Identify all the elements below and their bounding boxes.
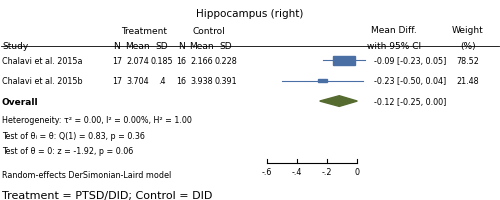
Text: 3.938: 3.938 — [190, 77, 212, 86]
Text: Chalavi et al. 2015b: Chalavi et al. 2015b — [2, 77, 82, 86]
Text: Test of θᵢ = θ: Q(1) = 0.83, p = 0.36: Test of θᵢ = θ: Q(1) = 0.83, p = 0.36 — [2, 131, 145, 140]
Text: Treatment = PTSD/DID; Control = DID: Treatment = PTSD/DID; Control = DID — [2, 190, 212, 200]
Text: Test of θ = 0: z = -1.92, p = 0.06: Test of θ = 0: z = -1.92, p = 0.06 — [2, 146, 133, 155]
Text: 21.48: 21.48 — [456, 77, 479, 86]
Text: Chalavi et al. 2015a: Chalavi et al. 2015a — [2, 57, 82, 66]
Text: .4: .4 — [158, 77, 165, 86]
Text: -.2: -.2 — [322, 167, 332, 176]
Text: 0.228: 0.228 — [215, 57, 238, 66]
Text: 3.704: 3.704 — [126, 77, 149, 86]
Text: 0.391: 0.391 — [215, 77, 238, 86]
Text: N: N — [114, 42, 120, 51]
Text: Study: Study — [2, 42, 28, 51]
Text: -0.12 [-0.25, 0.00]: -0.12 [-0.25, 0.00] — [374, 97, 446, 106]
Text: 0: 0 — [355, 167, 360, 176]
Text: Mean: Mean — [189, 42, 214, 51]
Text: Mean: Mean — [126, 42, 150, 51]
Text: with 95% CI: with 95% CI — [367, 42, 422, 51]
Text: N: N — [178, 42, 185, 51]
Text: Weight: Weight — [452, 26, 484, 35]
Text: Mean Diff.: Mean Diff. — [372, 26, 417, 35]
Text: Overall: Overall — [2, 97, 38, 106]
Text: Control: Control — [192, 27, 225, 36]
Text: 16: 16 — [176, 77, 186, 86]
Text: (%): (%) — [460, 42, 475, 51]
Text: SD: SD — [220, 42, 232, 51]
FancyBboxPatch shape — [318, 80, 327, 83]
Text: 78.52: 78.52 — [456, 57, 479, 66]
Text: Hippocampus (right): Hippocampus (right) — [196, 9, 304, 19]
Text: Treatment: Treatment — [121, 27, 167, 36]
Text: -0.23 [-0.50, 0.04]: -0.23 [-0.50, 0.04] — [374, 77, 446, 86]
Polygon shape — [320, 96, 358, 107]
Text: Random-effects DerSimonian-Laird model: Random-effects DerSimonian-Laird model — [2, 171, 171, 180]
Text: 16: 16 — [176, 57, 186, 66]
Text: Heterogeneity: τ² = 0.00, I² = 0.00%, H² = 1.00: Heterogeneity: τ² = 0.00, I² = 0.00%, H²… — [2, 115, 192, 124]
Text: SD: SD — [155, 42, 168, 51]
Text: 2.166: 2.166 — [190, 57, 212, 66]
Text: -.4: -.4 — [292, 167, 302, 176]
Text: 17: 17 — [112, 77, 122, 86]
Text: 2.074: 2.074 — [126, 57, 149, 66]
Text: 0.185: 0.185 — [150, 57, 173, 66]
FancyBboxPatch shape — [333, 57, 354, 65]
Text: 17: 17 — [112, 57, 122, 66]
Text: -0.09 [-0.23, 0.05]: -0.09 [-0.23, 0.05] — [374, 57, 446, 66]
Text: -.6: -.6 — [262, 167, 272, 176]
